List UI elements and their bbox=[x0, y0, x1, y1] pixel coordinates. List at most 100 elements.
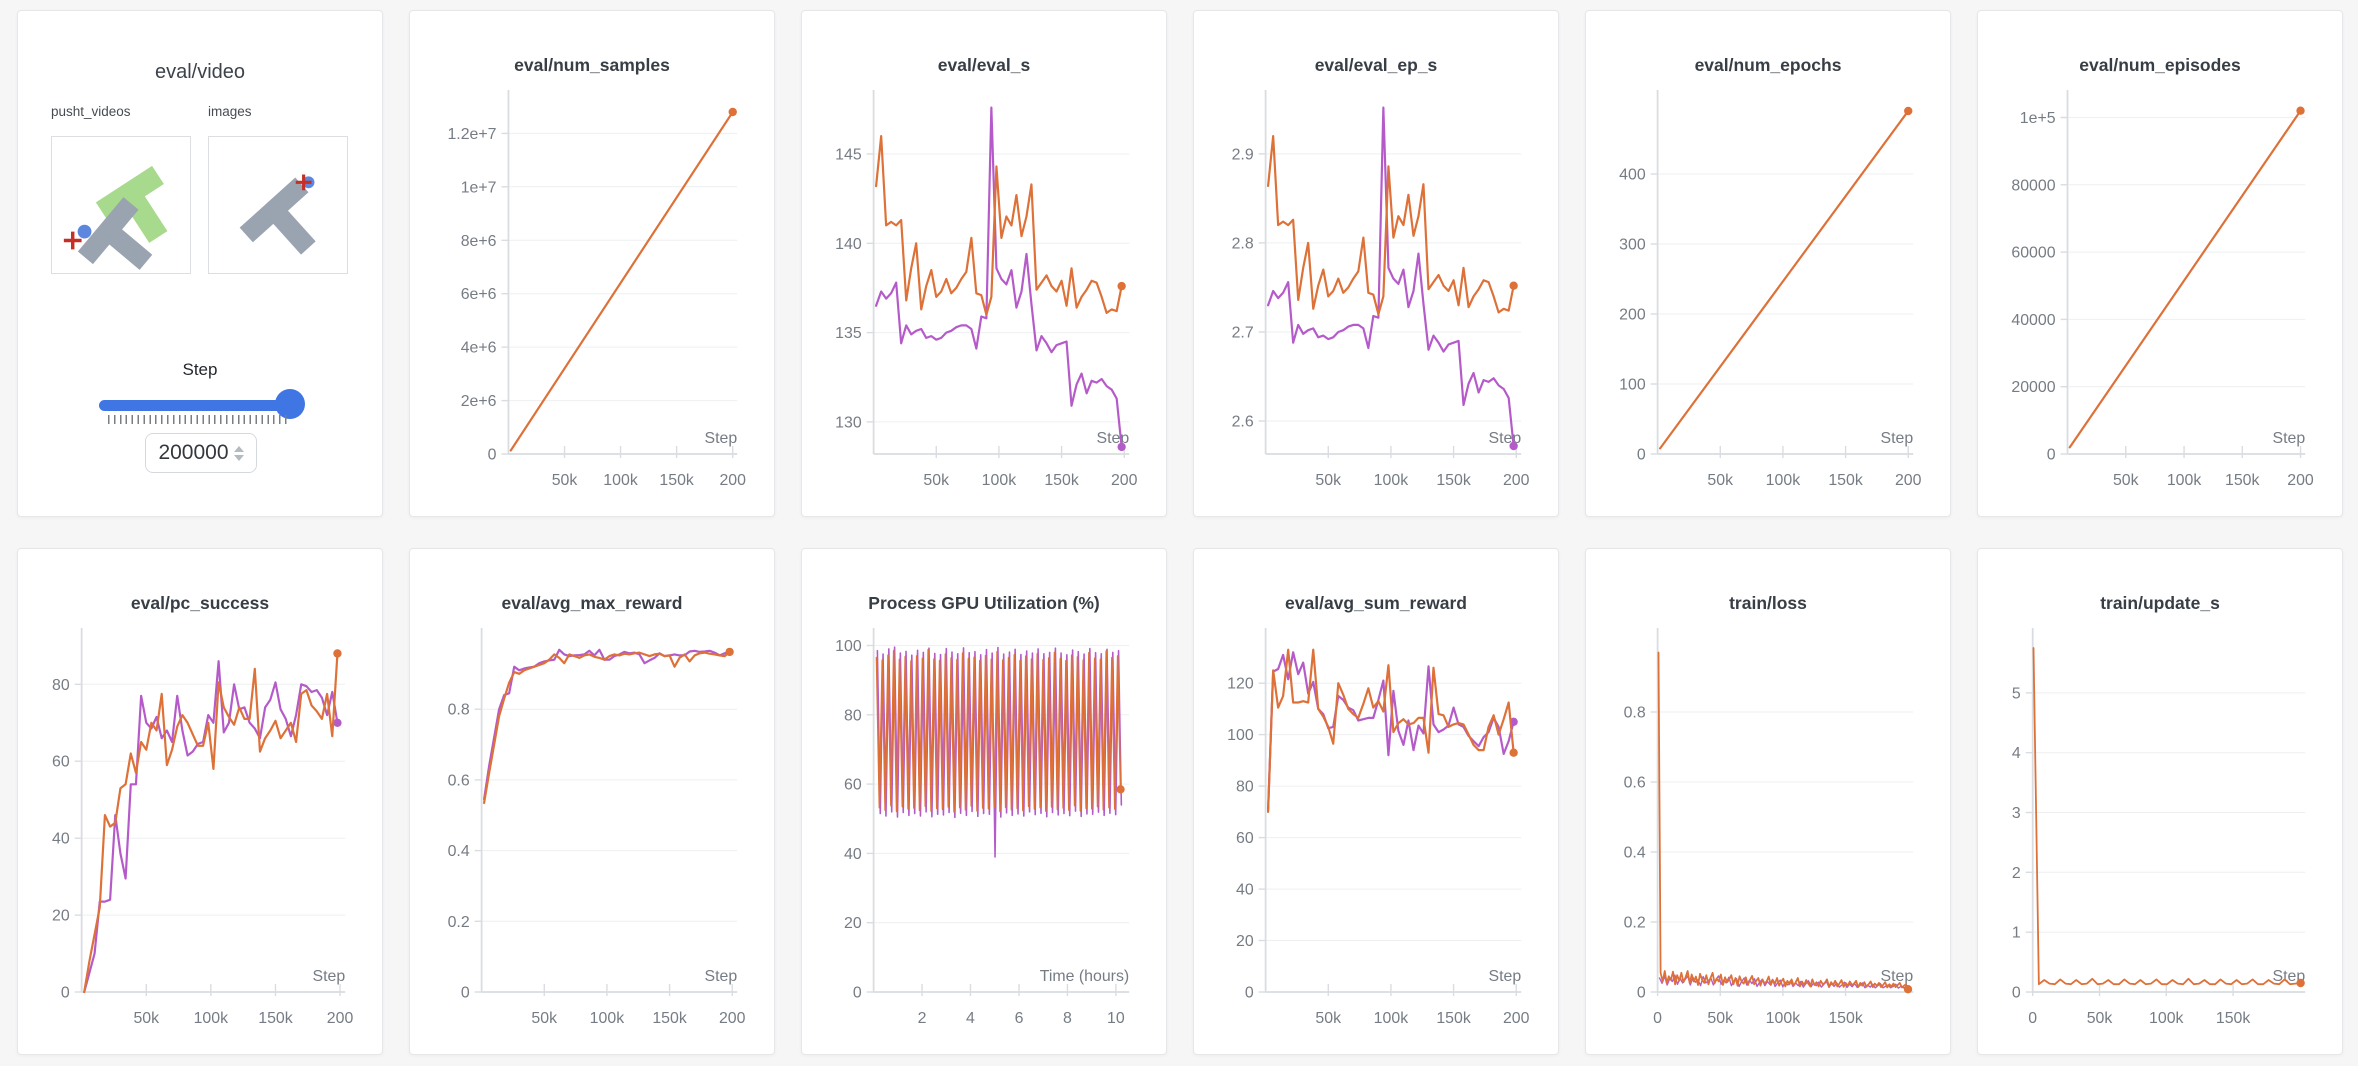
chart-title: eval/num_episodes bbox=[2079, 55, 2241, 75]
y-tick-label: 6e+6 bbox=[461, 286, 497, 303]
y-tick-label: 2.7 bbox=[1232, 324, 1254, 341]
chart-eval-num-episodes[interactable]: 0 20000 40000 60000 80000 1e+5 50k 100k 150k 200 S… bbox=[1978, 75, 2342, 517]
x-tick-label: 6 bbox=[1015, 1010, 1024, 1027]
y-tick-label: 120 bbox=[1227, 676, 1254, 693]
x-tick-label: 50k bbox=[1707, 472, 1733, 489]
chart-eval-avg-sum-reward[interactable]: 0 20 40 60 80 100 120 50k 100k 150k 200 Step bbox=[1194, 613, 1558, 1055]
y-tick-label: 1e+5 bbox=[2020, 110, 2056, 127]
x-tick-label: 200 bbox=[719, 472, 746, 489]
images-thumbnail[interactable] bbox=[208, 136, 348, 274]
chart-train-loss[interactable]: 0 0.2 0.4 0.6 0.8 0 50k 100k 150k Step bbox=[1586, 613, 1950, 1055]
step-slider-ruler-ticks bbox=[108, 415, 291, 424]
y-tick-label: 300 bbox=[1619, 236, 1646, 253]
series-line-orange bbox=[1658, 109, 1910, 450]
y-tick-label: 0.6 bbox=[448, 772, 470, 789]
x-tick-label: 100k bbox=[1766, 1010, 1800, 1027]
x-tick-label: 200 bbox=[2287, 472, 2314, 489]
y-tick-label: 100 bbox=[835, 638, 862, 655]
y-tick-label: 2.9 bbox=[1232, 146, 1254, 163]
panel-train-loss: train/loss 0 0.2 0.4 0.6 0.8 0 50k 100k 150k Step bbox=[1585, 548, 1951, 1055]
y-tick-label: 60 bbox=[52, 754, 70, 771]
x-tick-label: 150k bbox=[652, 1010, 686, 1027]
object-t-shape bbox=[77, 197, 153, 270]
series-line-orange bbox=[1266, 648, 1515, 813]
y-tick-label: 1.2e+7 bbox=[447, 126, 496, 143]
x-tick-label: 150k bbox=[258, 1010, 292, 1027]
y-tick-label: 0 bbox=[1637, 984, 1646, 1001]
panel-eval-avg-max-reward: eval/avg_max_reward 0 0.2 0.4 0.6 0.8 50k 100k… bbox=[409, 548, 775, 1055]
chart-eval-avg-max-reward[interactable]: 0 0.2 0.4 0.6 0.8 50k 100k 150k 200 Step bbox=[410, 613, 774, 1055]
y-tick-label: 0.2 bbox=[448, 914, 470, 931]
y-tick-label: 100 bbox=[1619, 376, 1646, 393]
x-tick-label: 100k bbox=[2149, 1010, 2183, 1027]
panel-eval-pc-success: eval/pc_success 0 20 40 60 80 50k 100k 150k 200 S… bbox=[17, 548, 383, 1055]
x-tick-label: 200 bbox=[327, 1010, 354, 1027]
series-line-orange bbox=[509, 110, 734, 452]
series-endpoint-orange bbox=[1903, 985, 1913, 994]
y-tick-label: 1e+7 bbox=[461, 179, 497, 196]
x-tick-label: 200 bbox=[1503, 472, 1530, 489]
y-tick-label: 0 bbox=[1245, 984, 1254, 1001]
goal-cross bbox=[63, 231, 82, 250]
x-axis-title: Step bbox=[704, 968, 737, 985]
y-tick-label: 60 bbox=[844, 777, 862, 794]
series-line-purple bbox=[874, 106, 1123, 448]
x-tick-label: 0 bbox=[1653, 1010, 1662, 1027]
increment-icon[interactable] bbox=[233, 445, 244, 452]
x-tick-label: 50k bbox=[1707, 1010, 1733, 1027]
y-tick-label: 2.6 bbox=[1232, 413, 1254, 430]
y-tick-label: 100 bbox=[1227, 727, 1254, 744]
y-tick-label: 8e+6 bbox=[461, 233, 497, 250]
series-line-orange bbox=[2068, 109, 2302, 449]
x-tick-label: 200 bbox=[1503, 1010, 1530, 1027]
x-tick-label: 150k bbox=[1436, 472, 1470, 489]
y-tick-label: 80 bbox=[1236, 779, 1254, 796]
panel-eval-video: eval/video pusht_videos images bbox=[17, 10, 383, 517]
series-endpoint-purple bbox=[333, 718, 342, 727]
panel-eval-avg-sum-reward: eval/avg_sum_reward 0 20 40 60 80 100 120 50k 10… bbox=[1193, 548, 1559, 1055]
pusht-image-render bbox=[239, 174, 316, 255]
chart-title: eval/eval_s bbox=[937, 55, 1031, 75]
y-tick-label: 1 bbox=[2012, 925, 2021, 942]
x-axis-title: Step bbox=[704, 430, 737, 447]
y-tick-label: 0 bbox=[853, 984, 862, 1001]
step-number-input[interactable]: 200000 bbox=[145, 433, 257, 473]
x-tick-label: 100k bbox=[2167, 472, 2201, 489]
x-tick-label: 100k bbox=[982, 472, 1016, 489]
y-tick-label: 80 bbox=[844, 707, 862, 724]
x-tick-label: 150k bbox=[659, 472, 693, 489]
step-slider-track[interactable] bbox=[99, 400, 301, 411]
stepper-buttons[interactable] bbox=[233, 445, 244, 461]
series-endpoint-orange bbox=[1116, 785, 1125, 794]
chart-eval-pc-success[interactable]: 0 20 40 60 80 50k 100k 150k 200 Step bbox=[18, 613, 382, 1055]
panel-eval-num-episodes: eval/num_episodes 0 20000 40000 60000 80000 1… bbox=[1977, 10, 2343, 517]
y-tick-label: 0.8 bbox=[1624, 704, 1646, 721]
y-tick-label: 40 bbox=[1236, 882, 1254, 899]
step-slider-thumb[interactable] bbox=[275, 389, 305, 419]
series-endpoint-orange bbox=[2296, 106, 2305, 115]
chart-eval-num-epochs[interactable]: 0 100 200 300 400 50k 100k 150k 200 Step bbox=[1586, 75, 1950, 517]
series-line-orange bbox=[83, 652, 339, 994]
chart-eval-num-samples[interactable]: 0 2e+6 4e+6 6e+6 8e+6 1e+7 1.2e+7 50k 100k 150k 20… bbox=[410, 75, 774, 517]
series-endpoint-purple bbox=[1117, 442, 1126, 452]
chart-title: eval/pc_success bbox=[130, 593, 270, 613]
x-tick-label: 50k bbox=[1315, 1010, 1341, 1027]
y-tick-label: 0.6 bbox=[1624, 774, 1646, 791]
y-tick-label: 145 bbox=[835, 146, 862, 163]
decrement-icon[interactable] bbox=[233, 454, 244, 461]
series-endpoint-orange bbox=[725, 647, 734, 657]
x-tick-label: 100k bbox=[1374, 472, 1408, 489]
pusht-video-thumbnail[interactable] bbox=[51, 136, 191, 274]
series-endpoint-orange bbox=[1509, 748, 1518, 757]
chart-title: eval/avg_max_reward bbox=[501, 593, 683, 613]
x-tick-label: 100k bbox=[1766, 472, 1800, 489]
panel-eval-eval-ep-s: eval/eval_ep_s 2.6 2.7 2.8 2.9 50k 100k 150k 20… bbox=[1193, 10, 1559, 517]
series-endpoint-purple bbox=[1509, 441, 1518, 451]
y-tick-label: 0 bbox=[461, 984, 470, 1001]
y-tick-label: 140 bbox=[835, 236, 862, 253]
chart-gpu-utilization[interactable]: 0 20 40 60 80 100 2 4 6 8 10 Time (hours) bbox=[802, 613, 1166, 1055]
series-endpoint-orange bbox=[1904, 106, 1913, 116]
